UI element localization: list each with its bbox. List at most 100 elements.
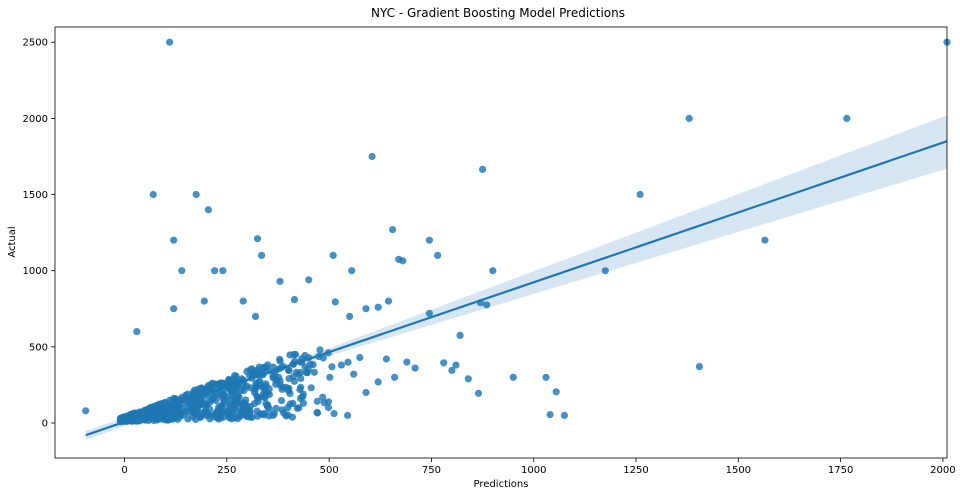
scatter-point (252, 384, 260, 392)
scatter-point (233, 389, 241, 397)
scatter-point (403, 358, 411, 366)
scatter-point (509, 373, 517, 381)
scatter-point (483, 301, 491, 309)
scatter-point (192, 190, 200, 199)
x-tick-label: 0 (121, 465, 127, 476)
scatter-point (149, 190, 157, 199)
scatter-point (264, 361, 272, 369)
y-tick-label: 1000 (23, 266, 48, 277)
x-axis-title: Predictions (474, 479, 529, 490)
x-tick-label: 1000 (521, 465, 546, 476)
scatter-point (374, 378, 382, 386)
scatter-point (277, 397, 286, 405)
scatter-point (205, 382, 213, 390)
scatter-point (226, 378, 234, 386)
scatter-point (260, 393, 268, 401)
scatter-point (331, 298, 339, 306)
scatter-point (307, 384, 315, 392)
scatter-point (186, 406, 194, 414)
regression-line (85, 140, 948, 437)
scatter-point (216, 410, 225, 418)
scatter-point (82, 407, 90, 415)
scatter-point (219, 267, 227, 275)
scatter-point (145, 404, 153, 412)
scatter-point (126, 411, 134, 419)
scatter-point (382, 355, 390, 363)
scatter-point (239, 297, 247, 305)
scatter-point (135, 417, 144, 425)
scatter-point (292, 368, 300, 376)
y-axis-ticks: 0 500 1000 1500 2000 2500 (23, 38, 55, 429)
scatter-point (464, 375, 472, 383)
regression-line-layer (85, 140, 948, 437)
scatter-point (452, 361, 460, 369)
scatter-point (278, 385, 286, 393)
scatter-point (330, 410, 338, 418)
scatter-point (391, 373, 399, 381)
scatter-point (258, 251, 266, 259)
scatter-point (434, 251, 442, 259)
scatter-point (489, 267, 497, 275)
scatter-point (316, 346, 324, 354)
scatter-point (194, 402, 202, 410)
scatter-point (552, 388, 560, 396)
scatter-point (313, 397, 321, 405)
scatter-point (253, 235, 262, 243)
scatter-point (440, 359, 448, 367)
scatter-point (170, 405, 178, 413)
scatter-point (448, 366, 456, 374)
x-tick-label: 2000 (930, 465, 955, 476)
x-tick-label: 750 (422, 465, 441, 476)
scatter-point (425, 236, 433, 244)
scatter-point (250, 400, 258, 408)
scatter-point (204, 206, 212, 214)
x-tick-label: 1500 (726, 465, 751, 476)
scatter-point (337, 361, 345, 369)
scatter-point (285, 375, 293, 383)
scatter-point (299, 399, 308, 407)
scatter-point (542, 373, 550, 381)
scatter-point (293, 404, 301, 412)
scatter-point (286, 351, 294, 359)
scatter-point (389, 226, 397, 234)
scatter-point (290, 296, 298, 304)
scatter-point (289, 399, 297, 407)
scatter-point (231, 413, 239, 421)
points-layer (82, 38, 951, 426)
x-axis-ticks: 0 250 500 750 1000 1250 1500 1750 2000 (121, 458, 956, 476)
scatter-point (192, 415, 200, 423)
scatter-point (158, 400, 166, 408)
scatter-point (328, 363, 336, 371)
scatter-point (560, 411, 569, 419)
scatter-point (411, 364, 419, 372)
scatter-point (326, 373, 334, 381)
y-tick-label: 500 (29, 342, 48, 353)
scatter-point (260, 409, 268, 418)
scatter-point (362, 305, 370, 313)
scatter-point (164, 414, 172, 422)
scatter-point (319, 393, 327, 401)
scatter-point (158, 409, 166, 417)
scatter-point (152, 403, 160, 411)
scatter-point (117, 415, 126, 423)
scatter-point (285, 384, 293, 392)
scatter-point (226, 401, 234, 409)
scatter-point (348, 267, 356, 275)
scatter-point (258, 383, 267, 391)
y-axis-title: Actual (7, 226, 18, 257)
scatter-point (254, 394, 262, 403)
scatter-point (636, 190, 644, 199)
scatter-point (251, 312, 260, 320)
scatter-point (170, 305, 178, 313)
scatter-point (225, 413, 233, 421)
scatter-point (344, 358, 352, 366)
scatter-point (425, 309, 433, 317)
scatter-point (305, 276, 313, 284)
scatter-point (276, 357, 284, 365)
y-tick-label: 1500 (23, 190, 48, 201)
scatter-point (209, 394, 217, 402)
scatter-point (299, 393, 307, 401)
scatter-point (346, 312, 354, 320)
scatter-point (170, 236, 178, 244)
scatter-point (248, 413, 256, 421)
